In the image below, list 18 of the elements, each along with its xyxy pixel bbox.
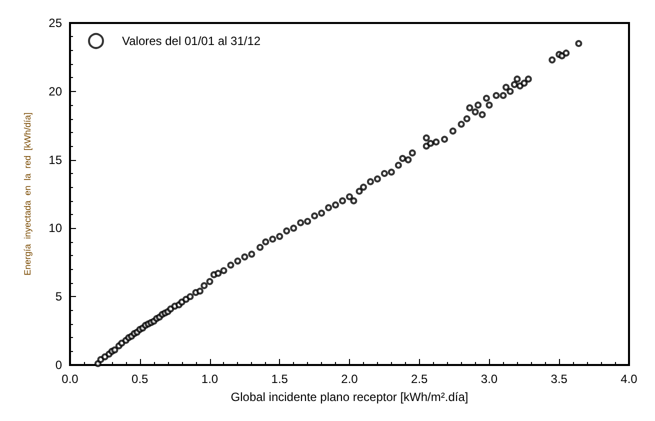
y-tick-label: 10	[48, 221, 62, 236]
x-tick-label: 3.5	[550, 372, 568, 386]
x-tick-label: 4.0	[620, 372, 638, 386]
x-tick-label: 1.0	[201, 372, 218, 386]
y-tick-label: 15	[48, 152, 62, 167]
x-tick-label: 0.0	[62, 372, 79, 386]
x-tick-label: 3.0	[480, 372, 498, 386]
x-tick-label: 1.5	[271, 372, 288, 386]
y-tick-label: 5	[55, 290, 62, 304]
y-tick-label: 0	[55, 358, 62, 372]
y-tick-label: 20	[48, 84, 62, 98]
legend-label: Valores del 01/01 al 31/12	[122, 34, 261, 48]
x-tick-label: 2.5	[411, 372, 428, 386]
y-tick-label: 25	[48, 16, 62, 30]
x-axis-title: Global incidente plano receptor [kWh/m².día]	[230, 390, 468, 404]
x-tick-label: 2.0	[341, 372, 358, 386]
x-tick-label: 0.5	[132, 372, 149, 386]
y-axis-title: Energía inyectada en la red [kWh/día]	[22, 112, 32, 276]
